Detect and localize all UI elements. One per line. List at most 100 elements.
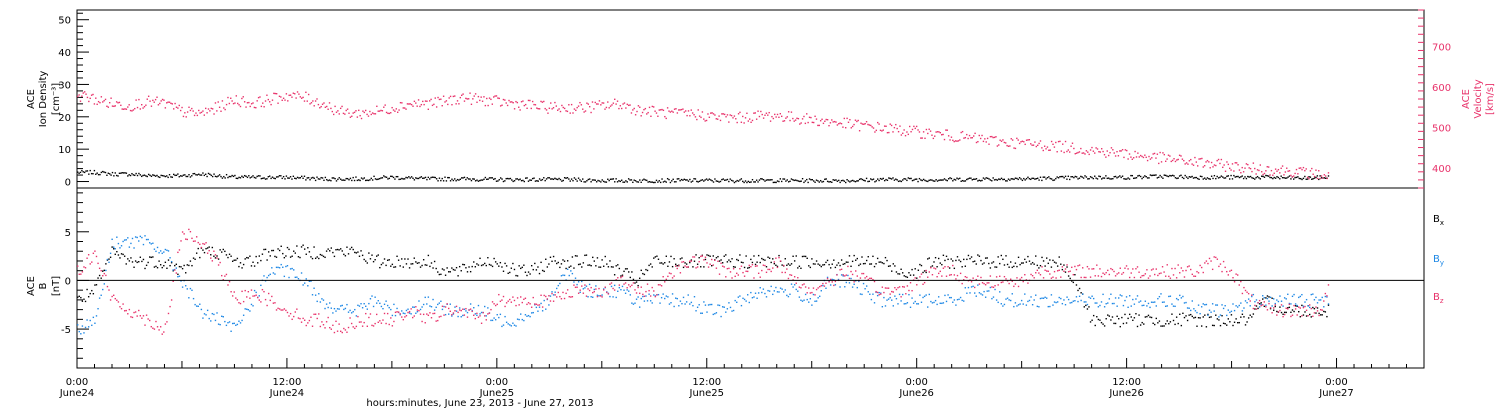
- data-point: [1291, 314, 1294, 316]
- data-point: [1081, 176, 1083, 178]
- data-point: [264, 100, 267, 102]
- data-point: [745, 255, 747, 257]
- data-point: [423, 177, 425, 179]
- data-point: [1188, 265, 1190, 267]
- data-point: [333, 307, 336, 310]
- data-point: [689, 261, 691, 264]
- data-point: [792, 117, 794, 120]
- data-point: [1195, 161, 1198, 163]
- data-point: [458, 103, 460, 105]
- data-point: [360, 250, 362, 252]
- data-point: [1006, 144, 1008, 147]
- data-point: [1179, 272, 1181, 274]
- data-point: [685, 301, 688, 303]
- data-point: [844, 275, 846, 277]
- data-point: [111, 171, 114, 174]
- data-point: [1252, 293, 1255, 296]
- data-point: [160, 100, 162, 102]
- data-point: [267, 251, 270, 253]
- data-point: [366, 308, 369, 310]
- data-point: [324, 176, 327, 179]
- data-point: [722, 178, 724, 180]
- data-point: [995, 266, 998, 268]
- data-point: [376, 105, 378, 108]
- data-point: [982, 140, 985, 143]
- data-point: [1105, 318, 1107, 320]
- data-point: [288, 248, 290, 251]
- data-point: [725, 116, 727, 118]
- data-point: [558, 177, 560, 180]
- data-point: [544, 179, 546, 182]
- data-point: [559, 110, 562, 113]
- data-point: [795, 255, 797, 257]
- data-point: [1323, 306, 1325, 308]
- data-point: [170, 102, 172, 105]
- data-point: [1182, 295, 1184, 298]
- data-point: [90, 94, 93, 96]
- data-point: [501, 266, 503, 268]
- data-point: [513, 324, 516, 326]
- data-point: [327, 306, 329, 309]
- data-point: [210, 254, 212, 256]
- data-point: [646, 113, 648, 115]
- data-point: [648, 264, 650, 267]
- data-point: [158, 252, 160, 254]
- data-point: [730, 114, 733, 117]
- data-point: [650, 181, 652, 183]
- data-point: [366, 262, 369, 264]
- data-point: [1172, 319, 1175, 322]
- data-point: [1028, 299, 1031, 302]
- data-point: [786, 268, 788, 270]
- data-point: [1099, 151, 1102, 153]
- data-point: [1144, 300, 1147, 302]
- data-point: [829, 278, 832, 281]
- data-point: [469, 178, 471, 180]
- data-point: [800, 180, 802, 182]
- data-point: [383, 303, 386, 305]
- data-point: [286, 246, 289, 249]
- data-point: [437, 180, 439, 182]
- data-point: [142, 174, 144, 177]
- data-point: [441, 105, 443, 107]
- data-point: [250, 265, 253, 267]
- data-point: [565, 292, 567, 295]
- data-point: [372, 305, 375, 308]
- data-point: [690, 301, 693, 304]
- data-point: [237, 177, 239, 180]
- data-point: [1017, 304, 1020, 306]
- data-point: [623, 270, 625, 273]
- data-point: [653, 257, 655, 259]
- data-point: [886, 131, 889, 134]
- data-point: [143, 105, 146, 108]
- data-point: [182, 115, 185, 118]
- data-point: [916, 284, 918, 286]
- data-point: [622, 103, 624, 105]
- data-point: [1149, 275, 1151, 277]
- data-point: [782, 120, 784, 122]
- data-point: [644, 107, 647, 110]
- data-point: [155, 250, 157, 253]
- data-point: [1206, 159, 1209, 162]
- data-point: [1207, 262, 1209, 265]
- data-point: [729, 306, 732, 309]
- data-point: [1202, 271, 1204, 274]
- data-point: [477, 264, 480, 266]
- data-point: [903, 275, 905, 277]
- data-point: [1075, 176, 1078, 178]
- data-point: [1027, 255, 1029, 258]
- data-point: [1310, 307, 1312, 310]
- data-point: [516, 297, 519, 299]
- data-point: [1151, 174, 1153, 177]
- data-point: [872, 127, 875, 129]
- data-point: [751, 261, 754, 264]
- velocity-title-line3: [km/s]: [1485, 83, 1496, 115]
- data-point: [596, 294, 599, 296]
- data-point: [828, 263, 830, 266]
- data-point: [122, 108, 125, 110]
- data-point: [717, 255, 719, 258]
- data-point: [1132, 298, 1134, 301]
- data-point: [1142, 156, 1145, 159]
- data-point: [466, 177, 468, 179]
- data-point: [1010, 138, 1012, 140]
- data-point: [1227, 163, 1230, 166]
